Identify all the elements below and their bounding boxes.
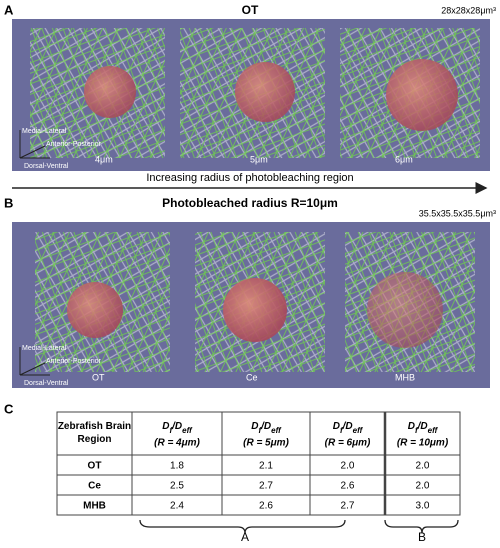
render xyxy=(30,28,480,158)
panel-label: A xyxy=(4,2,14,17)
table-cell: 2.6 xyxy=(259,501,273,512)
header-ratio: Df/Deff xyxy=(408,421,439,435)
header-ratio: Df/Deff xyxy=(251,421,282,435)
brace-label: A xyxy=(241,530,249,543)
row-header: MHB xyxy=(83,501,106,512)
table-cell: 3.0 xyxy=(416,501,430,512)
table-border xyxy=(56,411,461,516)
panel-title: Photobleached radius R=10μm xyxy=(162,196,338,210)
dimensions: 28x28x28μm³ xyxy=(441,5,496,15)
ratio-part: D xyxy=(408,421,415,432)
axis-label: Dorsal-Ventral xyxy=(24,380,69,387)
table-cell: 2.6 xyxy=(341,481,355,492)
ratio-part: D xyxy=(333,421,340,432)
region-label: Ce xyxy=(246,372,258,382)
table-cell: 2.1 xyxy=(259,461,273,472)
table-cell: 2.0 xyxy=(416,461,430,472)
render xyxy=(35,232,475,372)
panel-title: OT xyxy=(242,3,259,17)
radius-label: 4μm xyxy=(95,154,113,164)
header-ratio: Df/Deff xyxy=(162,421,193,435)
panel-label: B xyxy=(4,195,13,210)
ratio-part: /D xyxy=(171,421,182,432)
header-ratio: Df/Deff xyxy=(333,421,364,435)
header-radius: (R = 6μm) xyxy=(325,438,371,449)
orientation-axes xyxy=(19,347,50,376)
header-radius: (R = 4μm) xyxy=(154,438,200,449)
header-radius: (R = 5μm) xyxy=(243,438,289,449)
table-cell: 2.5 xyxy=(170,481,184,492)
panel-label: C xyxy=(4,401,14,416)
region-label: MHB xyxy=(395,372,415,382)
ratio-part: f xyxy=(415,426,419,435)
table-cell: 1.8 xyxy=(170,461,184,472)
table-cell: 2.0 xyxy=(416,481,430,492)
radius-label: 5μm xyxy=(250,154,268,164)
arrow-caption: Increasing radius of photobleaching regi… xyxy=(146,172,353,184)
ratio-part: eff xyxy=(353,426,364,435)
header-cell: Zebrafish Brain Region xyxy=(58,421,131,445)
ratio-part: D xyxy=(162,421,169,432)
region-label: OT xyxy=(92,372,105,382)
axis-label: Anterior-Posterior xyxy=(46,141,102,148)
axis-label: Medial-Lateral xyxy=(22,345,67,352)
radius-label: 6μm xyxy=(395,154,413,164)
ratio-part: f xyxy=(169,426,173,435)
ratio-part: f xyxy=(258,426,262,435)
ratio-part: eff xyxy=(428,426,439,435)
ratio-part: f xyxy=(340,426,344,435)
ratio-part: eff xyxy=(182,426,193,435)
header-radius: (R = 10μm) xyxy=(397,438,449,449)
ratio-part: /D xyxy=(417,421,428,432)
ratio-part: eff xyxy=(271,426,282,435)
row-header: OT xyxy=(88,461,102,472)
ratio-part: D xyxy=(251,421,258,432)
brace xyxy=(139,519,346,534)
brace-label: B xyxy=(418,530,426,543)
ratio-part: /D xyxy=(260,421,271,432)
dimensions: 35.5x35.5x35.5μm³ xyxy=(419,208,496,218)
table-cell: 2.4 xyxy=(170,501,184,512)
orientation-axes xyxy=(19,130,50,159)
row-header: Ce xyxy=(88,481,101,492)
table-cell: 2.0 xyxy=(341,461,355,472)
axis-label: Dorsal-Ventral xyxy=(24,163,69,170)
axis-label: Medial-Lateral xyxy=(22,128,67,135)
axis-label: Anterior-Posterior xyxy=(46,358,102,365)
table-cell: 2.7 xyxy=(259,481,273,492)
ratio-part: /D xyxy=(342,421,353,432)
brace xyxy=(384,519,459,534)
table-cell: 2.7 xyxy=(341,501,355,512)
